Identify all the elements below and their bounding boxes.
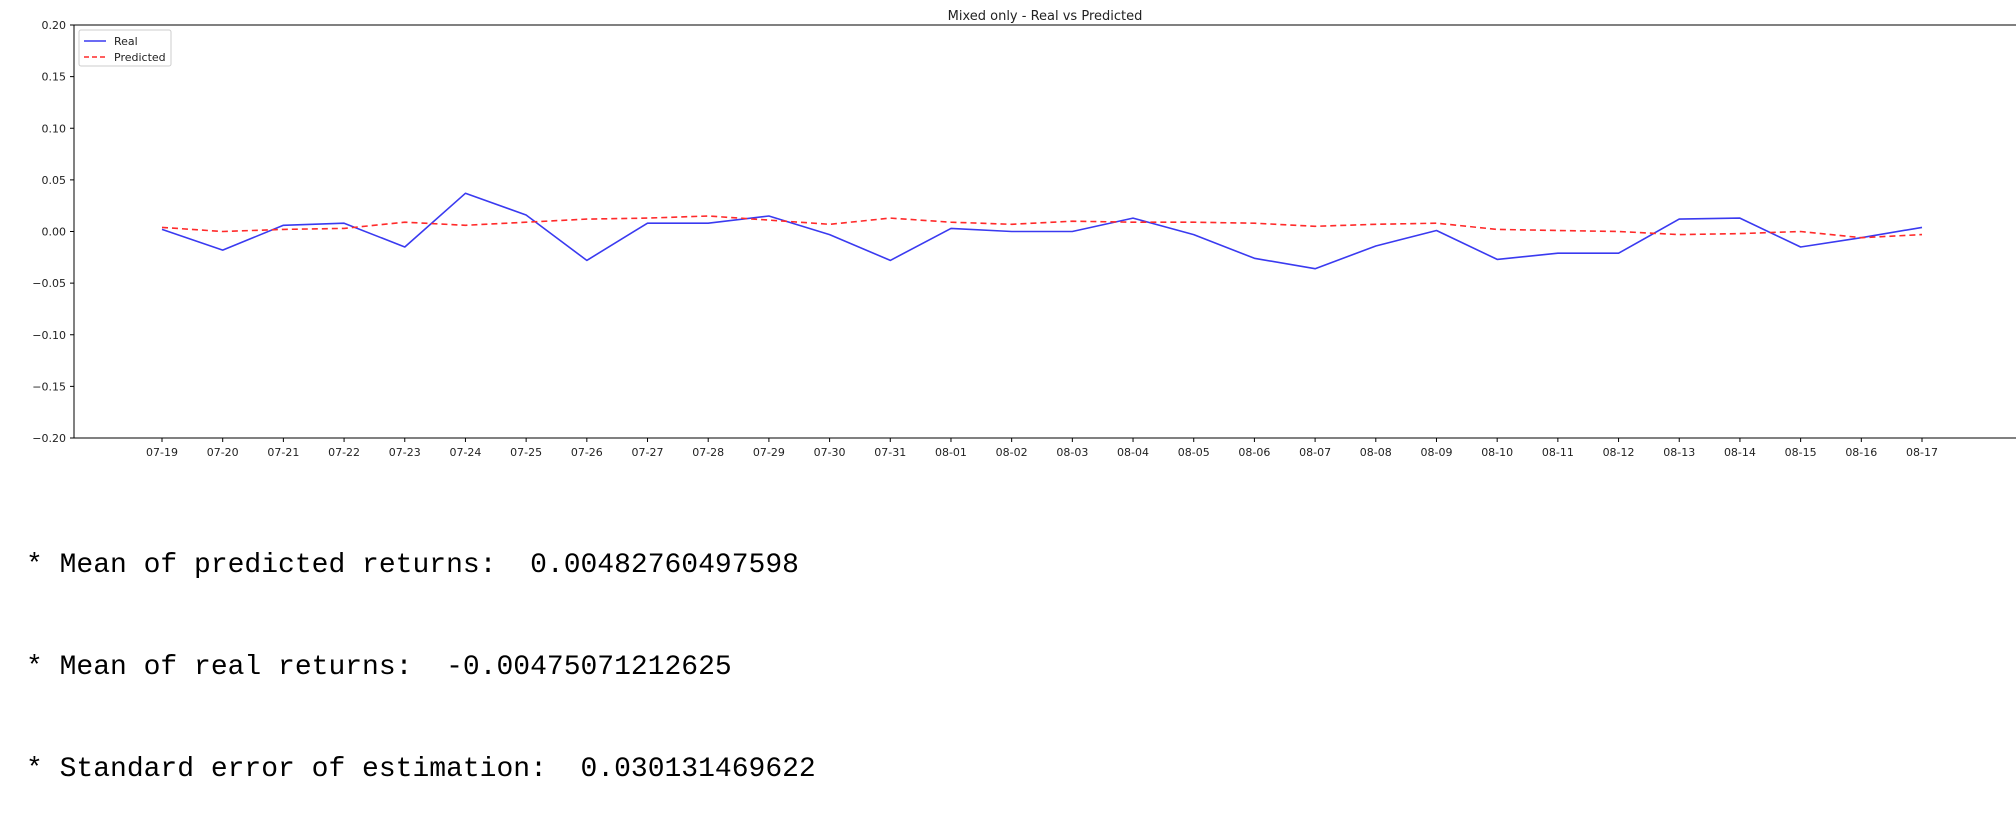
y-tick-label: −0.15	[32, 380, 66, 393]
x-tick-label: 08-05	[1178, 446, 1210, 459]
x-tick-label: 08-01	[935, 446, 967, 459]
plot-frame	[73, 24, 2016, 439]
line-chart: Mixed only - Real vs Predicted 0.200.150…	[32, 9, 2016, 459]
predicted-mean-line: * Mean of predicted returns: 0.004827604…	[26, 550, 799, 581]
x-tick-label: 07-24	[449, 446, 481, 459]
y-tick-label: 0.20	[42, 19, 67, 32]
x-tick-label: 08-12	[1603, 446, 1635, 459]
x-tick-label: 08-09	[1420, 446, 1452, 459]
x-tick-label: 08-15	[1785, 446, 1817, 459]
x-tick-label: 07-19	[146, 446, 178, 459]
x-tick-label: 07-20	[207, 446, 239, 459]
x-tick-label: 07-25	[510, 446, 542, 459]
x-tick-label: 08-14	[1724, 446, 1756, 459]
x-tick-label: 07-23	[389, 446, 421, 459]
real-mean-line: * Mean of real returns: -0.0047507121262…	[26, 652, 732, 683]
y-tick-label: −0.20	[32, 432, 66, 445]
x-tick-label: 08-17	[1906, 446, 1938, 459]
x-tick-label: 08-13	[1663, 446, 1695, 459]
x-tick-label: 07-30	[814, 446, 846, 459]
x-tick-label: 08-03	[1056, 446, 1088, 459]
legend: Real Predicted	[78, 29, 172, 67]
x-tick-label: 08-04	[1117, 446, 1149, 459]
chart-title: Mixed only - Real vs Predicted	[948, 9, 1143, 24]
y-tick-label: −0.10	[32, 329, 66, 342]
x-tick-label: 07-22	[328, 446, 360, 459]
y-tick-label: 0.15	[42, 71, 67, 84]
y-axis: 0.20 0.15 0.10 0.05 0.00 −0.05 −0.10 −0.15 −0.20	[32, 19, 74, 445]
y-tick-label: 0.10	[42, 122, 67, 135]
x-tick-label: 08-02	[996, 446, 1028, 459]
stats-output: * Mean of predicted returns: 0.004827604…	[26, 481, 816, 821]
x-tick-label: 08-07	[1299, 446, 1331, 459]
x-tick-label: 07-21	[267, 446, 299, 459]
x-tick-label: 08-10	[1481, 446, 1513, 459]
x-tick-label: 07-29	[753, 446, 785, 459]
x-tick-label: 08-16	[1845, 446, 1877, 459]
x-tick-label: 07-31	[874, 446, 906, 459]
y-tick-label: 0.05	[42, 174, 67, 187]
x-tick-label: 07-28	[692, 446, 724, 459]
x-tick-label: 08-08	[1360, 446, 1392, 459]
x-tick-label: 08-06	[1238, 446, 1270, 459]
x-axis: 07-19 07-20 07-21 07-22 07-23 07-24 07-25 07-26…	[146, 438, 1938, 459]
series-lines	[161, 192, 1923, 270]
legend-label-predicted: Predicted	[114, 51, 166, 64]
series-line-real	[161, 192, 1923, 270]
y-tick-label: −0.05	[32, 277, 66, 290]
y-tick-label: 0.00	[42, 226, 67, 239]
x-tick-label: 07-26	[571, 446, 603, 459]
x-tick-label: 07-27	[632, 446, 664, 459]
x-tick-label: 08-11	[1542, 446, 1574, 459]
std-error-line: * Standard error of estimation: 0.030131…	[26, 754, 816, 785]
legend-label-real: Real	[114, 35, 138, 48]
series-line-predicted	[161, 215, 1923, 239]
